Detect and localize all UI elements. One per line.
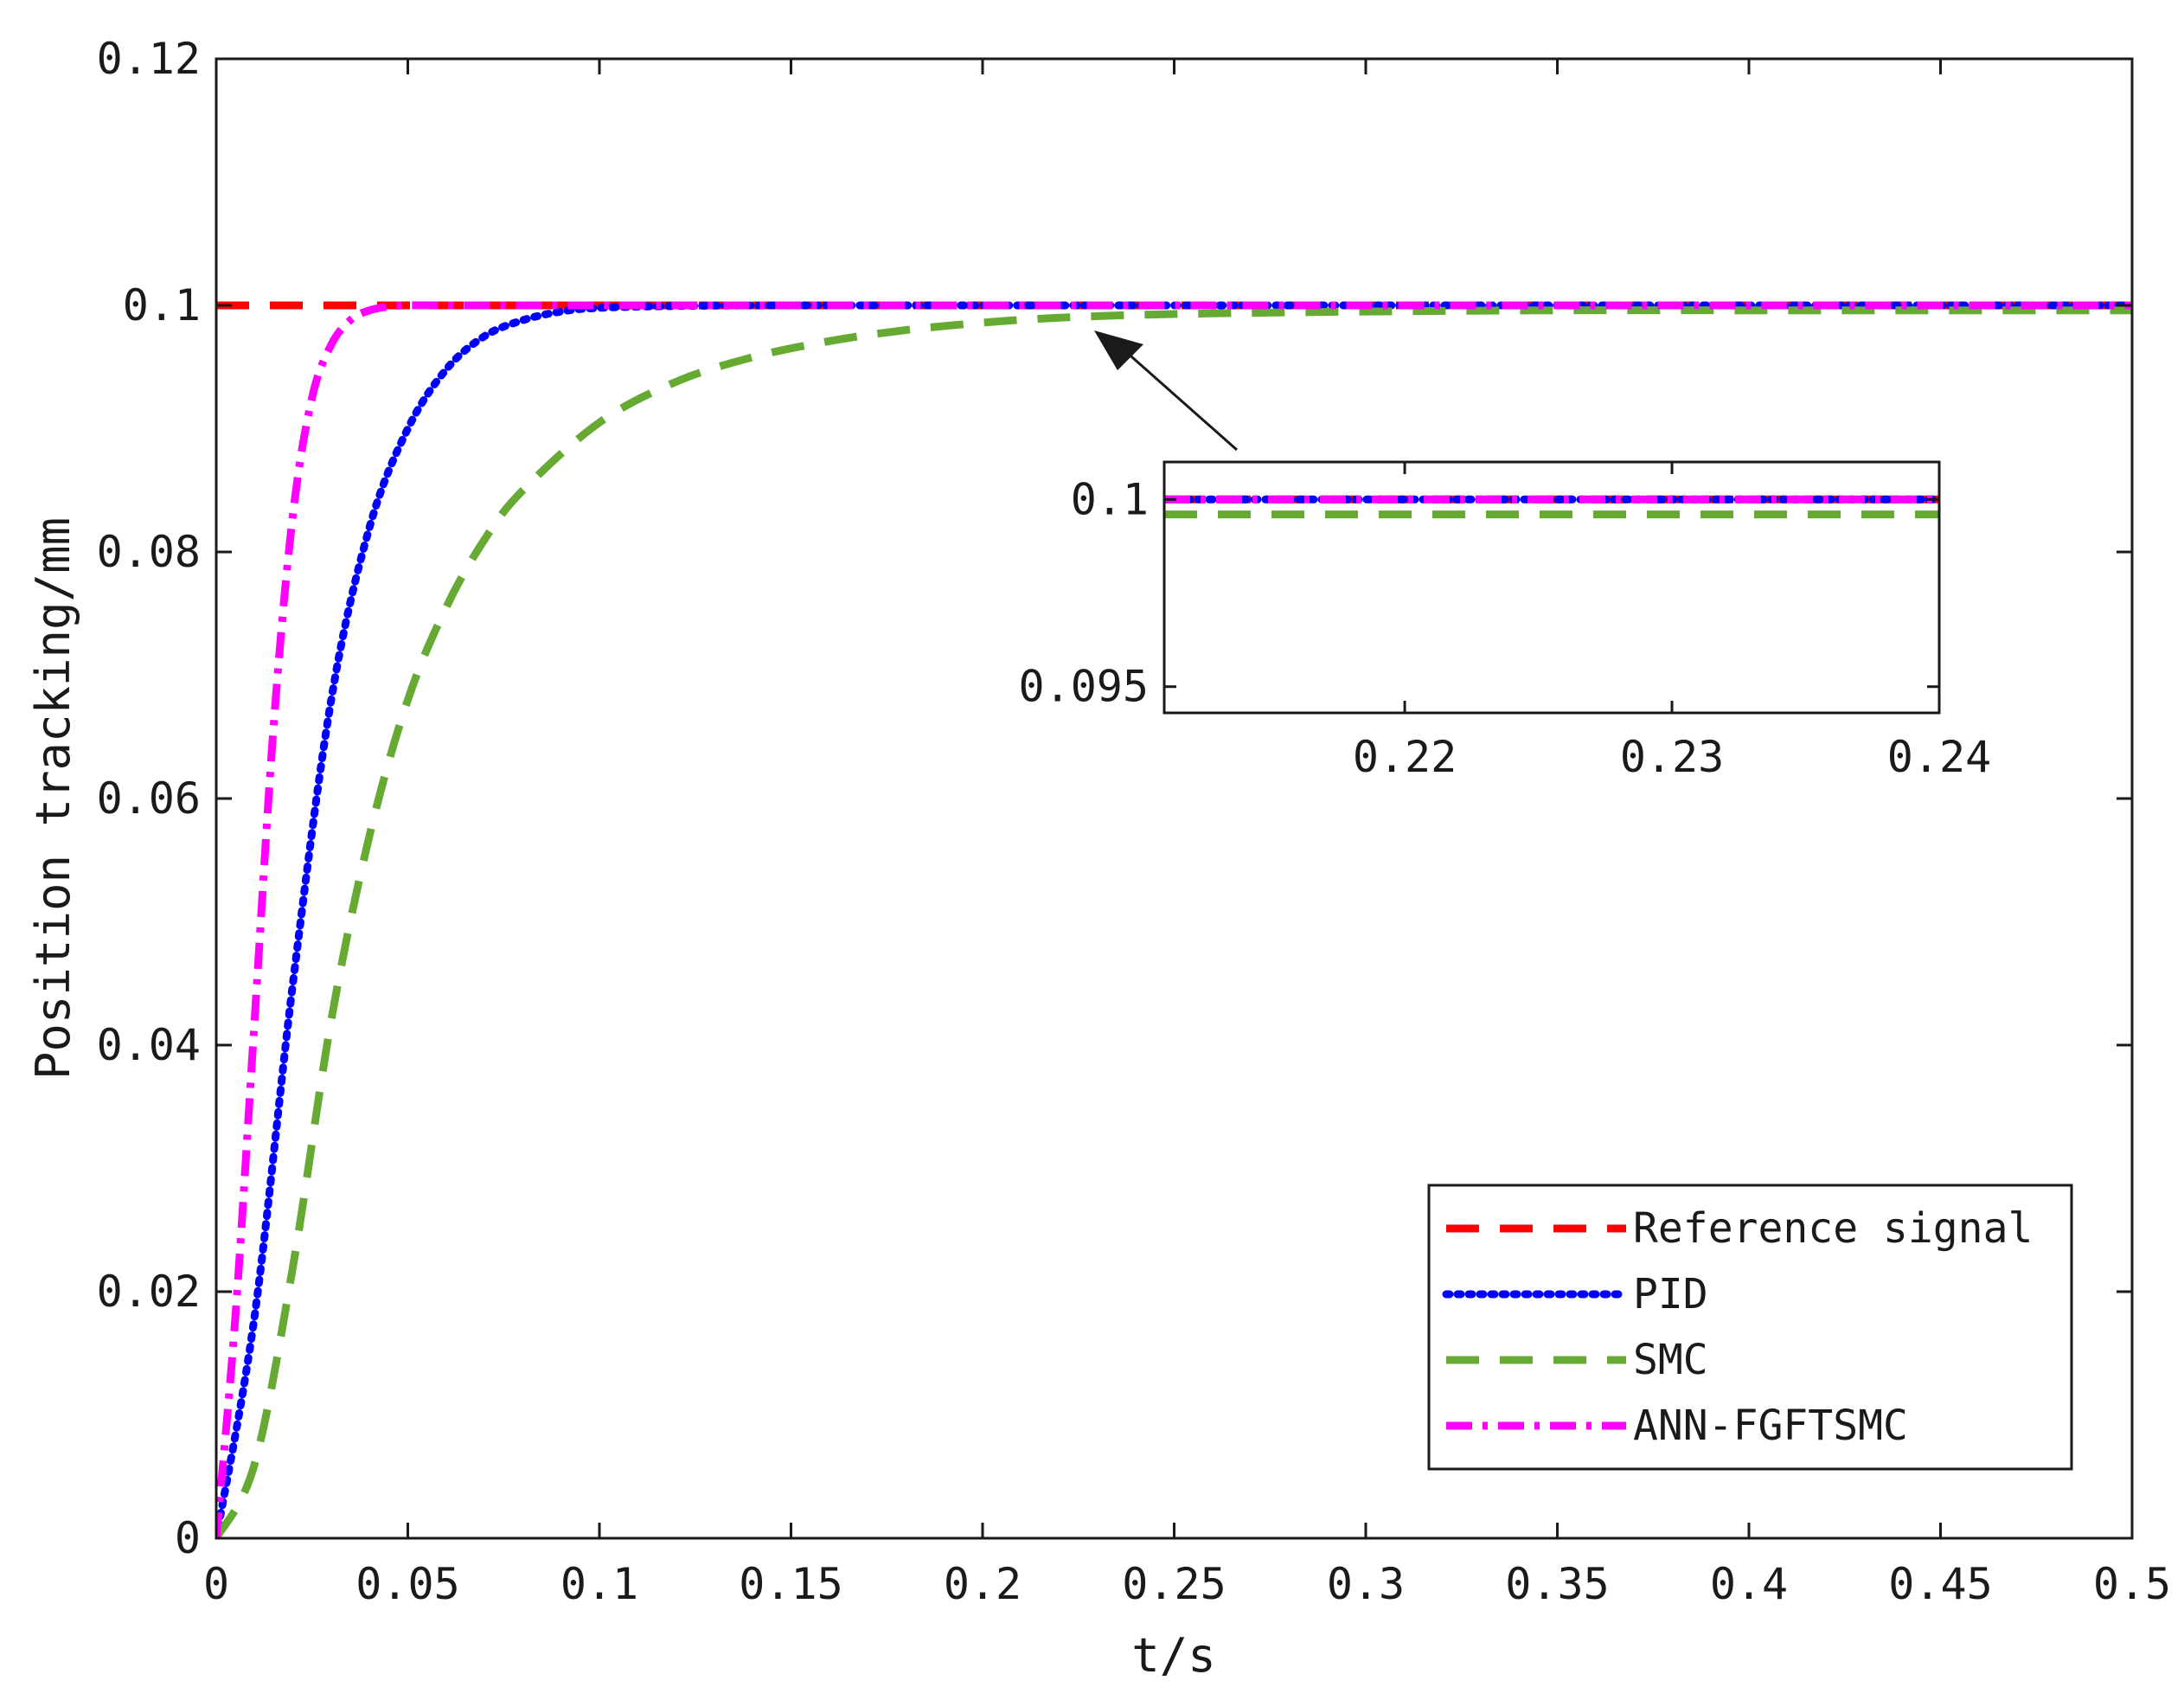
legend-box — [1427, 1184, 2073, 1471]
legend-label: PID — [1633, 1270, 1708, 1318]
inset-axes: 0.22 0.23 0.24 0.095 0.1 — [1018, 460, 1991, 782]
inset-frame — [1162, 460, 1941, 715]
y-tick-label: 0.04 — [97, 1020, 201, 1070]
zoom-arrow — [1094, 330, 1238, 452]
x-axis-label: t/s — [1131, 1628, 1216, 1683]
x-tick-label: 0.5 — [2093, 1559, 2171, 1609]
x-tick-label: 0.05 — [355, 1559, 459, 1609]
x-tick-label: 0.35 — [1505, 1559, 1609, 1609]
y-tick-label: 0.08 — [97, 527, 201, 577]
inset-background — [1164, 462, 1939, 713]
series-line-smc — [216, 306, 2132, 1538]
main-axis-ticks: 0 0.05 0.1 0.15 0.2 0.25 0.3 0.35 0.4 0.45 0.5 0 0.0… — [97, 34, 2172, 1609]
inset-axis-ticks: 0.22 0.23 0.24 0.095 0.1 — [1018, 462, 1991, 782]
legend-label: Reference signal — [1633, 1204, 2033, 1253]
x-tick-label: 0.4 — [1710, 1559, 1788, 1609]
x-tick-label: 0.1 — [560, 1559, 638, 1609]
inset-x-tick-label: 0.23 — [1620, 732, 1724, 782]
inset-x-tick-label: 0.24 — [1887, 732, 1991, 782]
inset-series-layer — [1164, 495, 1939, 519]
legend-items: Reference signal PID SMC ANN-FGFTSMC — [1442, 1204, 2033, 1450]
series-line-pid — [216, 301, 2132, 1538]
y-tick-label: 0.02 — [97, 1267, 201, 1317]
legend: Reference signal PID SMC ANN-FGFTSMC — [1427, 1184, 2073, 1471]
x-tick-label: 0.25 — [1122, 1559, 1226, 1609]
x-tick-label: 0.2 — [944, 1559, 1022, 1609]
plot-frame — [215, 57, 2134, 1540]
x-tick-label: 0 — [203, 1559, 229, 1609]
y-tick-label: 0 — [175, 1513, 201, 1563]
inset-x-tick-label: 0.22 — [1353, 732, 1457, 782]
y-tick-label: 0.1 — [123, 280, 201, 330]
x-tick-label: 0.3 — [1327, 1559, 1405, 1609]
main-series-layer — [216, 301, 2132, 1538]
inset-y-tick-label: 0.095 — [1018, 662, 1149, 712]
legend-label: SMC — [1633, 1336, 1708, 1384]
y-axis-label: Position tracking/mm — [26, 517, 80, 1080]
y-tick-label: 0.06 — [97, 773, 201, 824]
legend-label: ANN-FGFTSMC — [1633, 1402, 1908, 1450]
inset-y-tick-label: 0.1 — [1071, 474, 1149, 524]
x-tick-label: 0.45 — [1888, 1559, 1992, 1609]
x-tick-label: 0.15 — [739, 1559, 842, 1609]
y-tick-label: 0.12 — [97, 34, 201, 84]
